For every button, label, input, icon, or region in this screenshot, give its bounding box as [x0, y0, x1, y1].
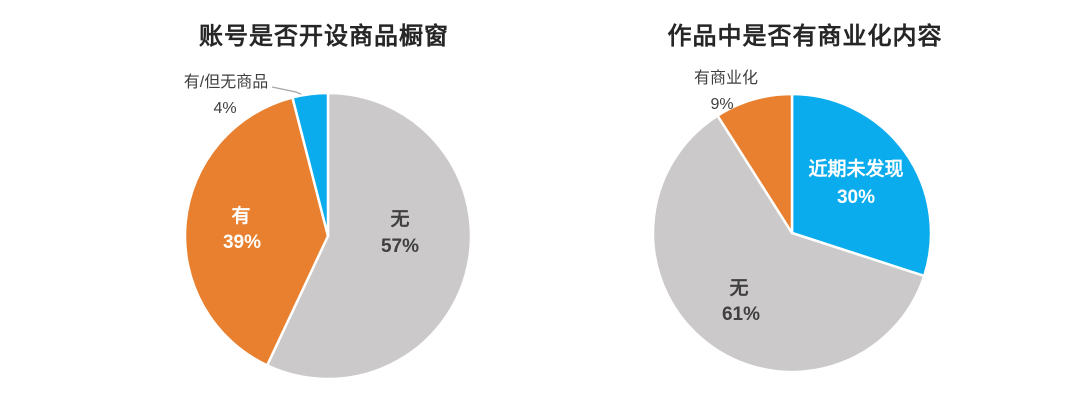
slice-value: 61% [721, 304, 761, 325]
slice-label: 无 [390, 209, 410, 230]
pie-left [183, 86, 473, 381]
slice-label: 有 [231, 206, 251, 227]
slice-value-callout: 4% [213, 100, 237, 117]
pie-slice [651, 114, 926, 374]
slice-value: 57% [380, 236, 420, 257]
slice-label: 近期未发现 [808, 159, 904, 180]
slice-label-callout: 有/但无商品 [183, 74, 269, 91]
pie-slice [790, 92, 933, 278]
pie-chart-commercial-content: 作品中是否有商业化内容 有商业化 9% 近期未发现 30% 无 61% [540, 0, 1080, 410]
pie-right [651, 92, 933, 374]
slice-value: 39% [222, 232, 262, 253]
slice-value: 30% [836, 187, 876, 208]
chart-title: 账号是否开设商品橱窗 [199, 23, 449, 50]
slice-value-outside: 9% [710, 96, 734, 113]
chart-title: 作品中是否有商业化内容 [667, 23, 943, 50]
pie-slice [291, 91, 330, 238]
pie-slice [265, 91, 473, 381]
slice-label-outside: 有商业化 [693, 70, 758, 87]
pie-slice [183, 96, 330, 367]
pie-chart-showcase-window: 账号是否开设商品橱窗 有/但无商品 4% 有 39% 无 57% [183, 23, 473, 381]
slice-label: 无 [729, 278, 749, 299]
pie-slice [716, 92, 794, 235]
